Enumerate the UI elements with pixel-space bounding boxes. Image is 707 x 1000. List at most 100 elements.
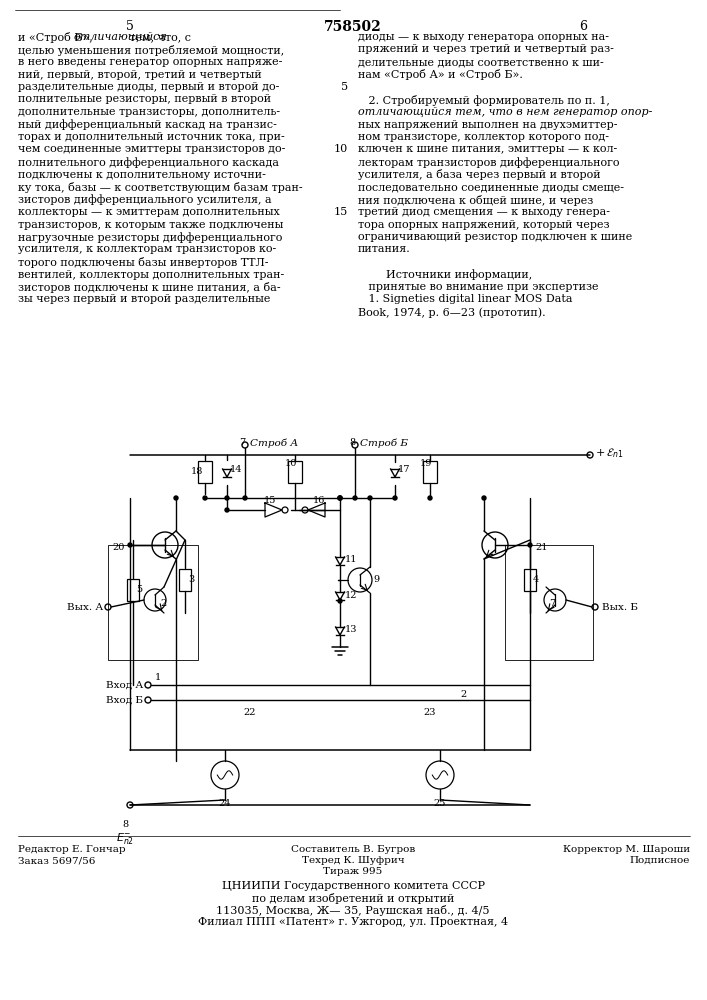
Text: ный дифференциальный каскад на транзис-: ный дифференциальный каскад на транзис-	[18, 119, 277, 130]
Text: Редактор Е. Гончар: Редактор Е. Гончар	[18, 845, 126, 854]
Text: 7: 7	[239, 438, 245, 447]
Bar	[198, 461, 212, 483]
Circle shape	[368, 496, 372, 500]
Circle shape	[128, 543, 132, 547]
Text: 113035, Москва, Ж— 35, Раушская наб., д. 4/5: 113035, Москва, Ж— 35, Раушская наб., д.…	[216, 905, 490, 916]
Circle shape	[174, 496, 178, 500]
Text: тем, что, с: тем, что, с	[126, 32, 190, 42]
Text: Заказ 5697/56: Заказ 5697/56	[18, 856, 95, 865]
Text: 11: 11	[345, 556, 358, 564]
Text: последовательно соединенные диоды смеще-: последовательно соединенные диоды смеще-	[358, 182, 624, 192]
Bar	[423, 461, 437, 483]
Text: зисторов подключены к шине питания, а ба-: зисторов подключены к шине питания, а ба…	[18, 282, 281, 293]
Text: Техред К. Шуфрич: Техред К. Шуфрич	[302, 856, 404, 865]
Text: нам «Строб А» и «Строб Б».: нам «Строб А» и «Строб Б».	[358, 70, 523, 81]
Circle shape	[353, 496, 357, 500]
Text: торого подключены базы инверторов ТТЛ-: торого подключены базы инверторов ТТЛ-	[18, 257, 269, 268]
Text: 10: 10	[285, 459, 297, 468]
Circle shape	[428, 496, 432, 500]
Circle shape	[225, 496, 229, 500]
Text: ЦНИИПИ Государственного комитета СССР: ЦНИИПИ Государственного комитета СССР	[221, 881, 484, 891]
Text: дополнительные транзисторы, дополнитель-: дополнительные транзисторы, дополнитель-	[18, 107, 280, 117]
Text: $E_{n2}^{-}$: $E_{n2}^{-}$	[116, 831, 134, 846]
Bar	[108, 545, 198, 660]
Circle shape	[225, 508, 229, 512]
Text: Вых. Б: Вых. Б	[602, 602, 638, 611]
Text: делительные диоды соответственно к ши-: делительные диоды соответственно к ши-	[358, 57, 604, 67]
Text: Вых. А: Вых. А	[66, 602, 103, 611]
Text: 2: 2	[460, 690, 466, 699]
Text: 15: 15	[264, 496, 276, 505]
Circle shape	[243, 496, 247, 500]
Bar	[288, 461, 302, 483]
Text: Источники информации,: Источники информации,	[358, 269, 532, 280]
Text: подключены к дополнительному источни-: подключены к дополнительному источни-	[18, 169, 266, 180]
Text: коллекторы — к эмиттерам дополнительных: коллекторы — к эмиттерам дополнительных	[18, 207, 280, 217]
Bar	[505, 545, 593, 660]
Text: полнительного дифференциального каскада: полнительного дифференциального каскада	[18, 157, 279, 168]
Text: 15: 15	[334, 207, 348, 217]
Text: Строб А: Строб А	[250, 438, 298, 448]
Text: усилителя, к коллекторам транзисторов ко-: усилителя, к коллекторам транзисторов ко…	[18, 244, 276, 254]
Text: 758502: 758502	[324, 20, 382, 34]
Text: усилителя, а база через первый и второй: усилителя, а база через первый и второй	[358, 169, 601, 180]
Text: и «Строб Б»,: и «Строб Б»,	[18, 32, 96, 43]
Text: лекторам транзисторов дифференциального: лекторам транзисторов дифференциального	[358, 157, 619, 168]
Text: нагрузочные резисторы дифференциального: нагрузочные резисторы дифференциального	[18, 232, 282, 243]
Text: 3: 3	[188, 576, 194, 584]
Circle shape	[393, 496, 397, 500]
Text: 10: 10	[334, 144, 348, 154]
Text: 13: 13	[345, 626, 358, 635]
Text: чем соединенные эмиттеры транзисторов до-: чем соединенные эмиттеры транзисторов до…	[18, 144, 286, 154]
Circle shape	[338, 599, 342, 603]
Circle shape	[338, 496, 342, 500]
Text: целью уменьшения потребляемой мощности,: целью уменьшения потребляемой мощности,	[18, 44, 284, 55]
Text: 4: 4	[533, 576, 539, 584]
Text: 25: 25	[434, 799, 446, 808]
Bar	[179, 569, 191, 591]
Text: 20: 20	[112, 544, 125, 552]
Text: Составитель В. Бугров: Составитель В. Бугров	[291, 845, 415, 854]
Text: ном транзисторе, коллектор которого под-: ном транзисторе, коллектор которого под-	[358, 132, 609, 142]
Circle shape	[528, 543, 532, 547]
Text: $+\,\mathcal{E}_{n1}$: $+\,\mathcal{E}_{n1}$	[595, 446, 624, 460]
Circle shape	[338, 496, 342, 500]
Circle shape	[338, 496, 342, 500]
Bar	[127, 579, 139, 601]
Text: ных напряжений выполнен на двухэмиттер-: ных напряжений выполнен на двухэмиттер-	[358, 119, 617, 129]
Text: Филиал ППП «Патент» г. Ужгород, ул. Проектная, 4: Филиал ППП «Патент» г. Ужгород, ул. Прое…	[198, 917, 508, 927]
Bar	[524, 569, 536, 591]
Text: ний, первый, второй, третий и четвертый: ний, первый, второй, третий и четвертый	[18, 70, 262, 80]
Text: Тираж 995: Тираж 995	[323, 867, 382, 876]
Text: 18: 18	[191, 468, 204, 477]
Text: 14: 14	[230, 464, 243, 474]
Text: ограничивающий резистор подключен к шине: ограничивающий резистор подключен к шине	[358, 232, 632, 242]
Text: 21: 21	[535, 544, 547, 552]
Text: Вход Б: Вход Б	[106, 696, 143, 704]
Text: принятые во внимание при экспертизе: принятые во внимание при экспертизе	[358, 282, 599, 292]
Text: зы через первый и второй разделительные: зы через первый и второй разделительные	[18, 294, 270, 304]
Text: по делам изобретений и открытий: по делам изобретений и открытий	[252, 893, 454, 904]
Text: 2: 2	[160, 599, 166, 608]
Text: 5: 5	[341, 82, 348, 92]
Text: 9: 9	[373, 576, 379, 584]
Text: зисторов дифференциального усилителя, а: зисторов дифференциального усилителя, а	[18, 194, 271, 205]
Text: пряжений и через третий и четвертый раз-: пряжений и через третий и четвертый раз-	[358, 44, 614, 54]
Text: 7: 7	[549, 599, 555, 608]
Text: в него введены генератор опорных напряже-: в него введены генератор опорных напряже…	[18, 57, 282, 67]
Text: 19: 19	[420, 459, 432, 468]
Text: отличающийся: отличающийся	[74, 32, 168, 42]
Text: тора опорных напряжений, который через: тора опорных напряжений, который через	[358, 220, 609, 230]
Circle shape	[203, 496, 207, 500]
Text: 17: 17	[398, 464, 411, 474]
Text: Корректор М. Шароши: Корректор М. Шароши	[563, 845, 690, 854]
Text: 8: 8	[122, 820, 128, 829]
Text: 24: 24	[218, 799, 231, 808]
Text: 22: 22	[244, 708, 256, 717]
Circle shape	[482, 496, 486, 500]
Text: Book, 1974, p. 6—23 (прототип).: Book, 1974, p. 6—23 (прототип).	[358, 307, 546, 318]
Text: питания.: питания.	[358, 244, 411, 254]
Text: 23: 23	[423, 708, 436, 717]
Text: 8: 8	[349, 438, 355, 447]
Text: ключен к шине питания, эмиттеры — к кол-: ключен к шине питания, эмиттеры — к кол-	[358, 144, 617, 154]
